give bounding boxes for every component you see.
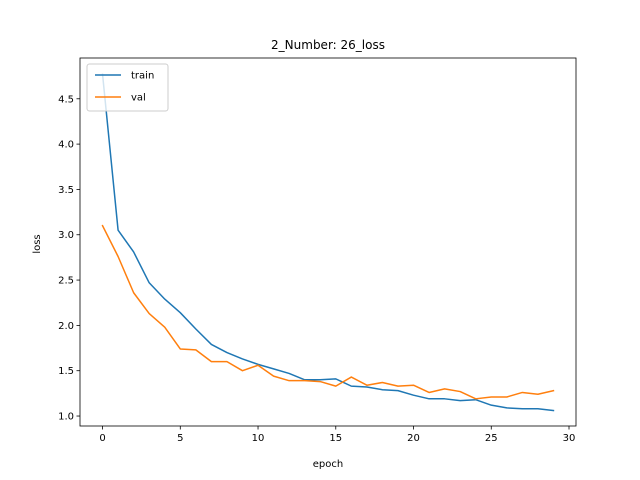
x-tick-label: 0 xyxy=(99,433,105,444)
series-line-val xyxy=(101,224,555,400)
x-tick-label: 20 xyxy=(407,433,420,444)
y-tick-label: 3.0 xyxy=(58,230,74,241)
legend-box xyxy=(86,63,169,112)
y-tick-label: 2.0 xyxy=(58,321,74,332)
x-tick-label: 30 xyxy=(563,433,576,444)
y-axis-label: loss xyxy=(32,234,43,253)
y-tick-label: 2.5 xyxy=(58,276,74,287)
legend-label-train: train xyxy=(131,71,154,82)
x-tick-label: 15 xyxy=(329,433,342,444)
series-line-train xyxy=(101,73,555,412)
chart-title: 2_Number: 26_loss xyxy=(271,38,385,52)
legend: train val xyxy=(86,63,169,112)
x-tick-label: 5 xyxy=(177,433,183,444)
y-tick-label: 1.5 xyxy=(58,366,74,377)
plot-area: 0 5 10 15 20 25 30 1.0 1.5 2.0 2.5 3.0 3.5 4.0 4.5 trai… xyxy=(58,57,577,444)
x-axis-label: epoch xyxy=(313,459,343,470)
y-tick-label: 4.5 xyxy=(58,94,74,105)
y-tick-label: 3.5 xyxy=(58,185,74,196)
y-tick-label: 4.0 xyxy=(58,140,74,151)
plot-frame xyxy=(79,57,577,427)
y-tick-label: 1.0 xyxy=(58,412,74,423)
x-tick-label: 10 xyxy=(252,433,265,444)
x-tick-label: 25 xyxy=(485,433,498,444)
legend-label-val: val xyxy=(131,93,146,104)
